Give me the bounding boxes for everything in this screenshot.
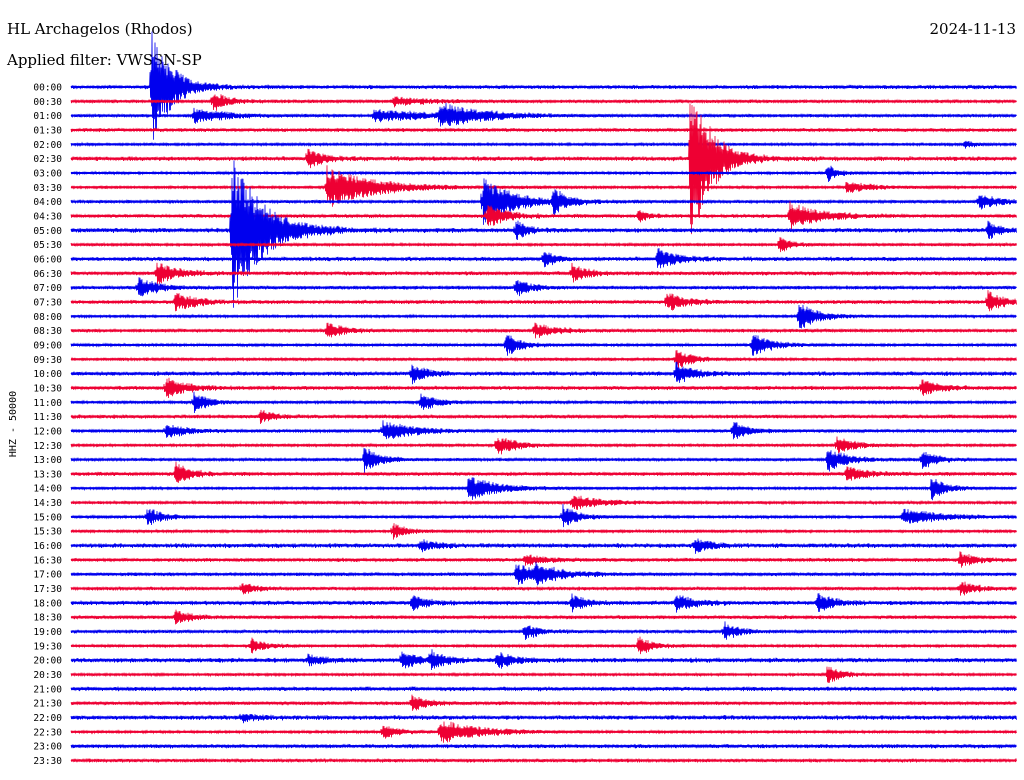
time-label-1800: 18:00 xyxy=(33,598,62,609)
time-label-2200: 22:00 xyxy=(33,713,62,724)
time-label-1930: 19:30 xyxy=(33,641,62,652)
time-label-0400: 04:00 xyxy=(33,197,62,208)
time-label-2000: 20:00 xyxy=(33,656,62,667)
filter-label: Applied filter: xyxy=(7,51,112,69)
time-label-2100: 21:00 xyxy=(33,684,62,695)
time-label-0230: 02:30 xyxy=(33,154,62,165)
time-label-0730: 07:30 xyxy=(33,297,62,308)
time-label-1400: 14:00 xyxy=(33,484,62,495)
time-label-0100: 01:00 xyxy=(33,111,62,122)
time-label-2330: 23:30 xyxy=(33,756,62,767)
time-label-1500: 15:00 xyxy=(33,512,62,523)
time-label-1530: 15:30 xyxy=(33,527,62,538)
time-label-1730: 17:30 xyxy=(33,584,62,595)
trace-0030 xyxy=(70,94,1017,111)
station-title: HL Archagelos (Rhodos) xyxy=(7,20,193,38)
time-label-0200: 02:00 xyxy=(33,140,62,151)
trace-lines xyxy=(70,31,1017,764)
time-label-0130: 01:30 xyxy=(33,125,62,136)
time-label-1430: 14:30 xyxy=(33,498,62,509)
time-label-1200: 12:00 xyxy=(33,426,62,437)
time-label-0430: 04:30 xyxy=(33,211,62,222)
trace-0000 xyxy=(70,31,1017,140)
trace-2200 xyxy=(70,713,1017,724)
time-label-0830: 08:30 xyxy=(33,326,62,337)
time-label-1030: 10:30 xyxy=(33,383,62,394)
time-label-1230: 12:30 xyxy=(33,441,62,452)
time-label-1330: 13:30 xyxy=(33,469,62,480)
time-label-1630: 16:30 xyxy=(33,555,62,566)
time-labels: 00:00 00:30 01:00 01:30 02:00 02:30 03:00 03:30… xyxy=(33,83,62,768)
time-label-0530: 05:30 xyxy=(33,240,62,251)
time-label-1300: 13:00 xyxy=(33,455,62,466)
time-label-1130: 11:30 xyxy=(33,412,62,423)
trace-1330 xyxy=(70,461,1017,483)
time-label-0330: 03:30 xyxy=(33,183,62,194)
time-label-0700: 07:00 xyxy=(33,283,62,294)
time-label-1100: 11:00 xyxy=(33,398,62,409)
time-label-2230: 22:30 xyxy=(33,727,62,738)
time-label-0930: 09:30 xyxy=(33,355,62,366)
time-label-1600: 16:00 xyxy=(33,541,62,552)
time-label-2300: 23:00 xyxy=(33,742,62,753)
time-label-0630: 06:30 xyxy=(33,269,62,280)
date-label: 2024-11-13 xyxy=(929,20,1016,38)
trace-0730 xyxy=(70,290,1017,312)
y-axis-label: HHZ - 50000 xyxy=(8,391,19,457)
time-label-2030: 20:30 xyxy=(33,670,62,681)
time-label-0900: 09:00 xyxy=(33,340,62,351)
time-label-0000: 00:00 xyxy=(33,83,62,94)
time-label-0500: 05:00 xyxy=(33,226,62,237)
trace-0500 xyxy=(70,160,1017,308)
trace-1200 xyxy=(70,420,1017,440)
time-label-0030: 00:30 xyxy=(33,97,62,108)
time-label-1000: 10:00 xyxy=(33,369,62,380)
time-label-0300: 03:00 xyxy=(33,168,62,179)
trace-1500 xyxy=(70,503,1017,528)
time-label-2130: 21:30 xyxy=(33,699,62,710)
time-label-1830: 18:30 xyxy=(33,613,62,624)
time-label-0600: 06:00 xyxy=(33,254,62,265)
time-label-0800: 08:00 xyxy=(33,312,62,323)
time-label-1700: 17:00 xyxy=(33,570,62,581)
time-label-1900: 19:00 xyxy=(33,627,62,638)
